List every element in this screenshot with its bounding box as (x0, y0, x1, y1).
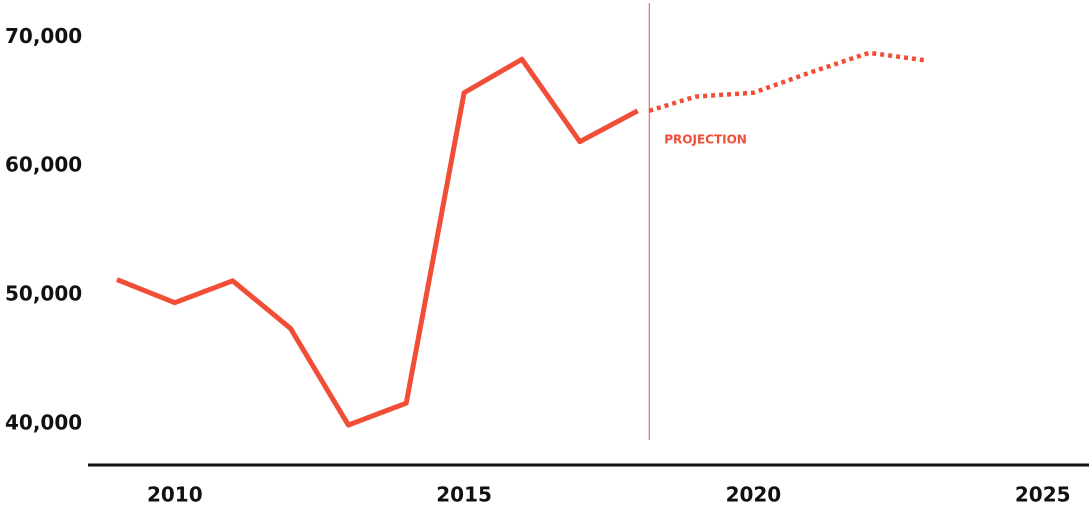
x-tick-label: 2010 (147, 483, 203, 507)
x-tick-label: 2025 (1015, 483, 1071, 507)
series-line (648, 50, 928, 113)
y-tick-label: 50,000 (5, 281, 82, 305)
x-tick-label: 2020 (726, 483, 782, 507)
x-tick-label: 2015 (436, 483, 492, 507)
projection-label: PROJECTION (664, 133, 747, 147)
y-tick-label: 60,000 (5, 153, 82, 177)
y-tick-label: 70,000 (5, 24, 82, 48)
series-line (116, 56, 639, 428)
y-tick-label: 40,000 (5, 410, 82, 434)
